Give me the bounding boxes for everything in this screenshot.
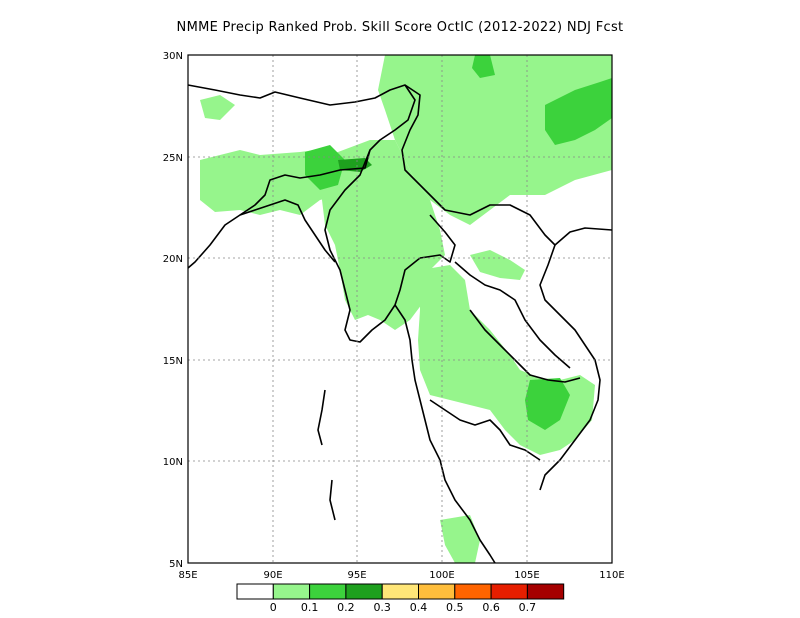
lat-tick-30n: 30N <box>163 51 183 62</box>
lon-tick-95e: 95E <box>347 570 366 581</box>
cambodia-border <box>469 309 581 383</box>
lat-tick-10n: 10N <box>163 457 183 468</box>
colorbar-swatch <box>309 583 347 600</box>
colorbar-swatch <box>345 583 383 600</box>
china-border <box>401 84 613 246</box>
colorbar-swatch <box>526 583 565 600</box>
skill-region-bangladesh-strong <box>305 145 345 190</box>
colorbar-label: 0.1 <box>301 601 319 614</box>
thailand-border <box>394 304 496 564</box>
lat-tick-15n: 15N <box>163 356 183 367</box>
lon-tick-110e: 110E <box>599 570 624 581</box>
plot-frame <box>187 54 613 564</box>
lon-tick-105e: 105E <box>514 570 539 581</box>
colorbar-swatch <box>381 583 420 600</box>
lat-axis-labels: 30N 25N 20N 15N 10N 5N <box>163 51 183 570</box>
nicobar-islands <box>329 479 336 521</box>
lat-tick-25n: 25N <box>163 153 183 164</box>
lon-axis-labels: 85E 90E 95E 100E 105E 110E <box>178 570 624 581</box>
lat-tick-5n: 5N <box>169 559 183 570</box>
colorbar-label: 0 <box>270 601 277 614</box>
colorbar: 0 0.1 0.2 0.3 0.4 0.5 0.6 0.7 <box>236 583 565 614</box>
gridlines <box>188 55 612 563</box>
skill-region-north <box>378 55 612 225</box>
colorbar-swatch <box>418 583 456 600</box>
colorbar-swatch <box>490 583 528 600</box>
lat-tick-20n: 20N <box>163 254 183 265</box>
skill-region-peninsula <box>440 515 480 563</box>
skill-region-top-strong <box>472 55 495 78</box>
colorbar-swatch <box>236 583 274 600</box>
burma-border <box>324 149 456 343</box>
colorbar-label: 0.6 <box>482 601 500 614</box>
skill-region-cambodia-strong <box>525 378 570 430</box>
skill-region-burma <box>322 140 445 330</box>
lon-tick-90e: 90E <box>263 570 282 581</box>
map-title: NMME Precip Ranked Prob. Skill Score Oct… <box>176 20 624 35</box>
colorbar-label: 0.4 <box>410 601 428 614</box>
colorbar-swatch <box>454 583 492 600</box>
skill-region-west <box>200 95 235 120</box>
colorbar-label: 0.7 <box>519 601 537 614</box>
colorbar-label: 0.5 <box>446 601 464 614</box>
skill-region-ne-strong <box>545 78 612 145</box>
andaman-islands <box>317 389 326 446</box>
colorbar-swatch <box>272 583 311 600</box>
colorbar-label: 0.3 <box>373 601 391 614</box>
bay-bengal-coast <box>239 199 336 263</box>
laos-border <box>454 261 571 369</box>
lon-tick-85e: 85E <box>178 570 197 581</box>
colorbar-label: 0.2 <box>337 601 355 614</box>
lon-tick-100e: 100E <box>429 570 454 581</box>
skill-region-laos <box>470 250 525 280</box>
gulf-thailand <box>429 399 541 461</box>
india-border <box>187 84 416 269</box>
skill-field <box>200 55 612 563</box>
